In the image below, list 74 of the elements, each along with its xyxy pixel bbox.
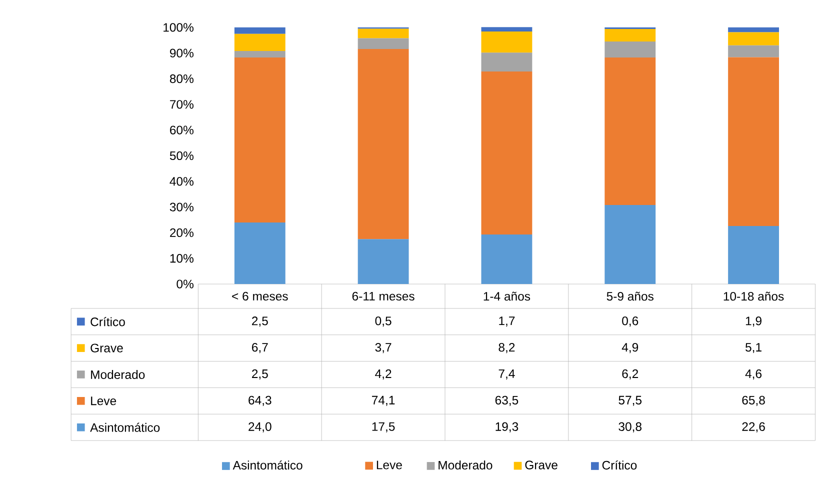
bar — [604, 58, 656, 206]
data-label: 17,5 — [372, 422, 395, 432]
data-label: 64,3 — [248, 396, 272, 406]
legend-label: Crítico — [90, 317, 125, 326]
bar — [234, 34, 286, 52]
data-label: 4,6 — [745, 370, 762, 380]
data-label: 2,5 — [252, 316, 268, 327]
data-label: 63,5 — [495, 396, 518, 406]
data-label: 65,8 — [742, 396, 765, 406]
data-label: 0,5 — [375, 316, 392, 327]
bar — [358, 239, 409, 284]
bar — [358, 49, 409, 240]
bar — [728, 28, 779, 32]
bar — [234, 222, 286, 284]
y-tick-label: 80% — [170, 74, 194, 84]
y-tick-label: 70% — [170, 100, 194, 109]
bar — [481, 52, 532, 72]
bar — [481, 32, 532, 53]
bar — [728, 45, 779, 58]
bar — [481, 72, 532, 235]
bar — [481, 27, 532, 32]
data-label: 22,6 — [742, 422, 765, 432]
data-label: 0,6 — [622, 316, 638, 327]
legend-label: Leve — [91, 396, 116, 406]
bar — [728, 32, 779, 46]
legend-label: Grave — [90, 344, 123, 352]
y-tick-label: 0% — [176, 280, 194, 288]
x-tick-label: 10-18 años — [724, 292, 784, 301]
bar — [358, 38, 409, 50]
data-label: 4,9 — [622, 343, 638, 354]
y-tick-label: 50% — [170, 151, 194, 160]
x-tick-label: 5-9 años — [606, 292, 654, 301]
bar — [604, 29, 656, 42]
data-label: 74,1 — [372, 396, 395, 406]
y-tick-label: 60% — [170, 126, 194, 134]
text: Asintomático — [232, 460, 302, 470]
data-label: 6,2 — [622, 370, 638, 380]
y-tick-label: 90% — [170, 48, 194, 58]
bar — [358, 28, 409, 38]
data-label: 24,0 — [248, 422, 272, 432]
bar — [604, 205, 656, 284]
text: Crítico — [602, 460, 637, 470]
data-label: 1,9 — [746, 316, 762, 327]
x-tick-label: 1-4 años — [484, 292, 530, 301]
bar — [234, 51, 286, 58]
data-label: 57,5 — [618, 396, 642, 406]
data-label: 2,5 — [252, 370, 268, 380]
x-tick-label: < 6 meses — [232, 292, 288, 301]
bar — [234, 28, 286, 34]
x-tick-label: 6-11 meses — [352, 292, 414, 301]
data-label: 8,2 — [498, 343, 515, 354]
text: Leve — [376, 460, 402, 470]
bar — [481, 234, 532, 284]
bar — [604, 42, 656, 58]
bar — [728, 57, 779, 226]
y-tick-label: 10% — [170, 254, 194, 263]
text: Grave — [525, 460, 558, 470]
data-label: 3,7 — [375, 343, 392, 354]
text: Moderado — [438, 460, 492, 470]
data-label: 1,7 — [499, 316, 515, 327]
y-tick-label: 30% — [170, 202, 194, 212]
data-label: 19,3 — [496, 422, 518, 432]
data-label: 30,8 — [618, 422, 642, 432]
data-label: 6,7 — [252, 343, 268, 354]
bar — [234, 58, 286, 223]
legend-label: Moderado — [91, 370, 145, 380]
y-tick-label: 100% — [164, 23, 194, 32]
y-tick-label: 20% — [170, 228, 194, 238]
data-label: 5,1 — [746, 343, 762, 354]
legend-label: Asintomático — [90, 422, 160, 432]
data-label: 4,2 — [375, 370, 392, 380]
y-tick-label: 40% — [170, 177, 194, 186]
bar — [728, 226, 779, 284]
data-label: 7,4 — [498, 370, 515, 380]
